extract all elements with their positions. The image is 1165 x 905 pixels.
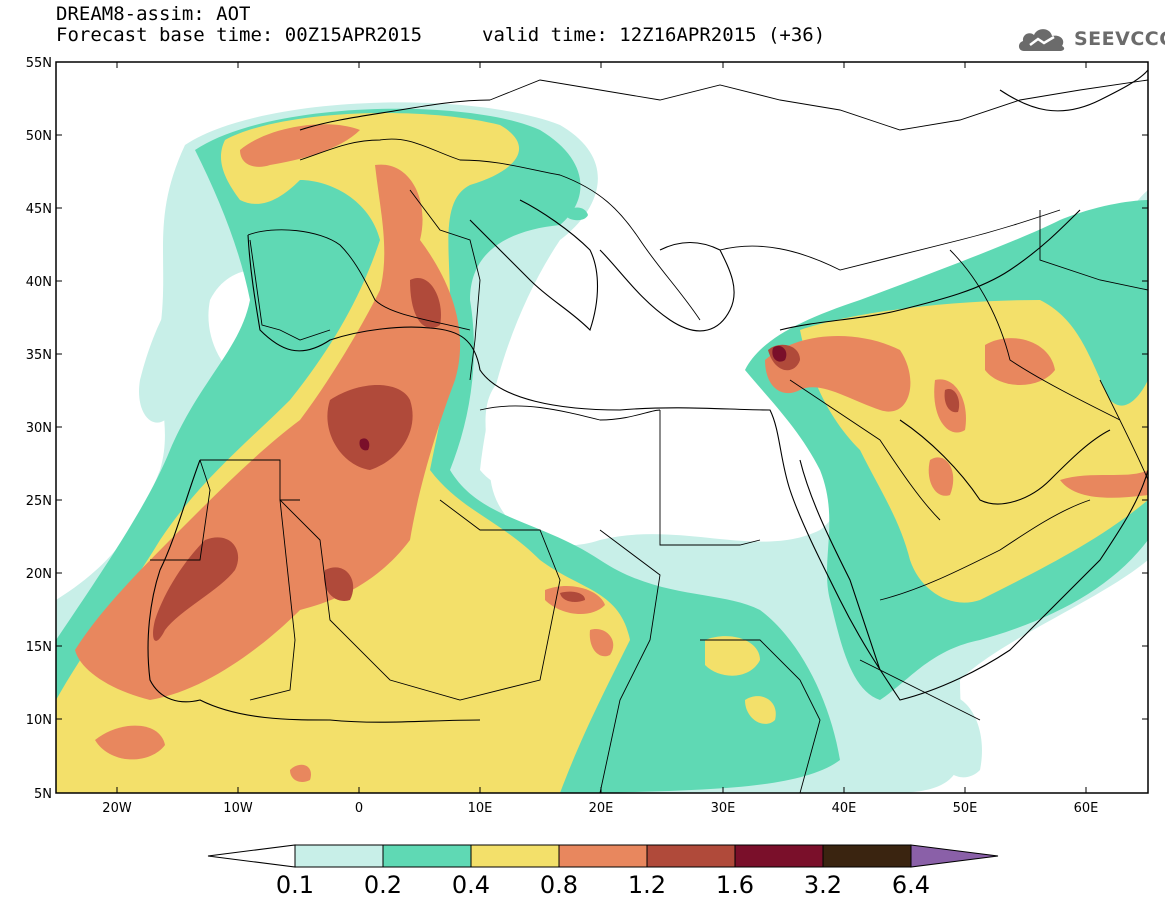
country-borders xyxy=(150,79,1148,793)
latitude-labels: 55N 50N 45N 40N 35N 30N 25N 20N 15N 10N … xyxy=(26,56,52,802)
lat-label: 15N xyxy=(26,640,52,655)
cloud-icon xyxy=(1018,29,1065,51)
lat-label: 55N xyxy=(26,56,52,71)
colorbar-swatch xyxy=(470,844,560,868)
lon-label: 10E xyxy=(468,801,493,816)
lat-label: 5N xyxy=(34,787,52,802)
colorbar-label: 3.2 xyxy=(804,871,842,899)
colorbar-low-arrow xyxy=(207,844,296,868)
colorbar-label: 0.4 xyxy=(452,871,490,899)
lon-label: 60E xyxy=(1074,801,1099,816)
lat-label: 45N xyxy=(26,202,52,217)
coastlines xyxy=(147,69,1148,723)
lat-label: 25N xyxy=(26,494,52,509)
lon-label: 0 xyxy=(355,801,363,816)
colorbar-swatch xyxy=(294,844,384,868)
colorbar: 0.1 0.2 0.4 0.8 1.2 1.6 3.2 6.4 xyxy=(207,844,999,899)
lon-label: 50E xyxy=(953,801,978,816)
colorbar-swatch xyxy=(734,844,824,868)
aot-level-1-2 xyxy=(153,278,960,641)
colorbar-high-arrow xyxy=(910,844,999,868)
logo-text: SEEVCCC xyxy=(1074,28,1165,50)
colorbar-swatch xyxy=(822,844,912,868)
aot-field xyxy=(56,62,1148,793)
colorbar-label: 6.4 xyxy=(892,871,930,899)
lat-label: 40N xyxy=(26,275,52,290)
lon-label: 20E xyxy=(589,801,614,816)
axis-ticks xyxy=(56,62,1148,793)
lat-label: 50N xyxy=(26,129,52,144)
aot-level-0-8 xyxy=(75,124,1148,782)
lat-label: 30N xyxy=(26,421,52,436)
lon-label: 30E xyxy=(711,801,736,816)
colorbar-label: 0.1 xyxy=(276,871,314,899)
lon-label: 40E xyxy=(832,801,857,816)
lon-label: 10W xyxy=(223,801,253,816)
colorbar-swatch xyxy=(646,844,736,868)
aot-level-1-6 xyxy=(359,345,787,451)
longitude-labels: 20W 10W 0 10E 20E 30E 40E 50E 60E xyxy=(102,801,1098,816)
colorbar-label: 1.6 xyxy=(716,871,754,899)
seevccc-logo: SEEVCCC xyxy=(1016,24,1165,54)
lat-label: 20N xyxy=(26,567,52,582)
colorbar-swatch xyxy=(382,844,472,868)
colorbar-label: 0.2 xyxy=(364,871,402,899)
lat-label: 10N xyxy=(26,713,52,728)
map-title: DREAM8-assim: AOT xyxy=(56,3,251,25)
colorbar-label: 1.2 xyxy=(628,871,666,899)
valid-time: valid time: 12Z16APR2015 (+36) xyxy=(482,24,826,46)
forecast-base-time: Forecast base time: 00Z15APR2015 xyxy=(56,24,423,46)
colorbar-label: 0.8 xyxy=(540,871,578,899)
colorbar-swatch xyxy=(558,844,648,868)
lat-label: 35N xyxy=(26,348,52,363)
lon-label: 20W xyxy=(102,801,132,816)
